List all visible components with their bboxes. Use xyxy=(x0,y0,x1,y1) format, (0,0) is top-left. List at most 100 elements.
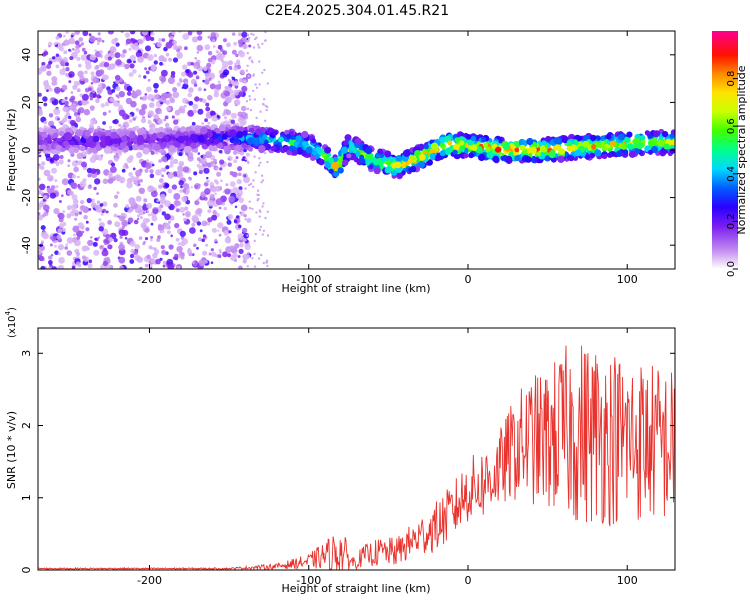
spectral-point xyxy=(139,96,143,100)
spectral-point xyxy=(264,119,267,123)
spectral-point xyxy=(215,180,219,185)
spectral-point xyxy=(210,32,216,38)
spectral-point xyxy=(236,131,244,139)
spectral-point xyxy=(58,257,65,264)
spectral-point xyxy=(209,193,215,200)
spectral-point xyxy=(88,184,92,187)
spectral-point xyxy=(55,185,59,189)
spectral-point xyxy=(88,208,92,211)
spectral-point xyxy=(90,198,95,203)
spectral-point xyxy=(196,31,203,36)
spectral-point xyxy=(160,76,167,83)
spectral-point xyxy=(98,218,102,222)
spectral-point xyxy=(653,130,660,138)
spectral-point xyxy=(107,31,115,35)
spectral-point xyxy=(243,79,247,84)
spectral-point xyxy=(88,147,94,153)
spectral-point xyxy=(230,119,235,124)
spectral-point xyxy=(57,252,61,256)
spectral-point xyxy=(407,158,413,164)
spectral-point xyxy=(134,45,140,51)
spectral-point xyxy=(219,159,225,165)
spectral-point xyxy=(145,45,151,52)
spectral-point xyxy=(158,99,162,103)
spectral-point xyxy=(95,145,102,152)
spectral-point xyxy=(221,60,229,68)
spectral-point xyxy=(64,132,72,140)
spectral-point xyxy=(178,180,184,186)
spectral-point xyxy=(591,144,597,150)
spectral-point xyxy=(142,37,147,41)
spectral-point xyxy=(354,137,362,145)
spectral-point xyxy=(346,153,352,159)
spectral-point xyxy=(255,211,258,214)
spectral-point xyxy=(168,145,176,153)
spectral-point xyxy=(262,229,266,232)
spectral-point xyxy=(248,200,251,203)
spectral-point xyxy=(185,189,189,193)
spectral-point xyxy=(107,220,112,225)
spectral-point xyxy=(194,96,200,102)
spectral-point xyxy=(173,200,180,206)
spectral-point xyxy=(151,215,158,222)
spectral-point xyxy=(176,265,181,269)
spectral-point xyxy=(104,101,110,107)
spectral-point xyxy=(89,97,94,101)
spectral-point xyxy=(163,46,168,52)
spectral-point xyxy=(229,245,235,250)
spectral-point xyxy=(128,131,136,139)
spectral-point xyxy=(99,203,104,207)
spectral-point xyxy=(238,43,243,48)
spectral-point xyxy=(110,166,117,174)
spectral-point xyxy=(161,229,165,234)
spectral-point xyxy=(77,222,84,229)
spectral-point xyxy=(49,192,57,199)
spectral-point xyxy=(205,180,209,184)
spectral-point xyxy=(266,105,269,109)
spectral-point xyxy=(120,53,126,58)
spectral-point xyxy=(81,161,87,168)
spectral-point xyxy=(75,129,83,137)
spectral-point xyxy=(396,171,403,178)
spectral-point xyxy=(143,240,146,244)
spectral-point xyxy=(70,34,74,38)
spectral-point xyxy=(288,145,295,152)
spectral-point xyxy=(197,134,205,143)
spectral-point xyxy=(232,252,238,258)
spectral-point xyxy=(246,137,255,145)
spectral-point xyxy=(124,162,128,167)
spectral-point xyxy=(262,103,265,106)
spectral-point xyxy=(64,114,69,119)
spectral-point xyxy=(172,256,176,260)
spectral-point xyxy=(233,219,238,224)
spectral-point xyxy=(94,237,97,241)
spectral-point xyxy=(74,40,80,46)
spectral-point xyxy=(86,101,90,104)
spectral-point xyxy=(65,31,70,34)
x-tick-label: -100 xyxy=(296,273,321,286)
spectral-point xyxy=(201,220,208,227)
spectral-point xyxy=(223,206,227,211)
spectral-point xyxy=(55,64,60,69)
spectral-point xyxy=(306,152,312,158)
spectral-point xyxy=(83,215,88,220)
spectral-point xyxy=(243,174,247,178)
spectral-point xyxy=(57,117,60,121)
spectral-point xyxy=(251,207,254,211)
spectral-point xyxy=(144,227,150,233)
spectral-point xyxy=(247,161,250,165)
spectral-point xyxy=(175,237,180,242)
spectral-point xyxy=(142,95,148,101)
spectral-point xyxy=(365,153,372,160)
spectral-point xyxy=(145,70,150,75)
spectral-point xyxy=(159,198,167,205)
spectral-point xyxy=(196,44,204,52)
spectral-point xyxy=(124,63,130,70)
spectral-point xyxy=(76,236,81,240)
x-tick-label: 0 xyxy=(464,574,471,587)
spectral-point xyxy=(55,53,60,57)
spectral-point xyxy=(157,235,161,239)
spectral-point xyxy=(318,158,325,166)
spectral-point xyxy=(639,135,646,141)
spectral-point xyxy=(150,132,158,140)
